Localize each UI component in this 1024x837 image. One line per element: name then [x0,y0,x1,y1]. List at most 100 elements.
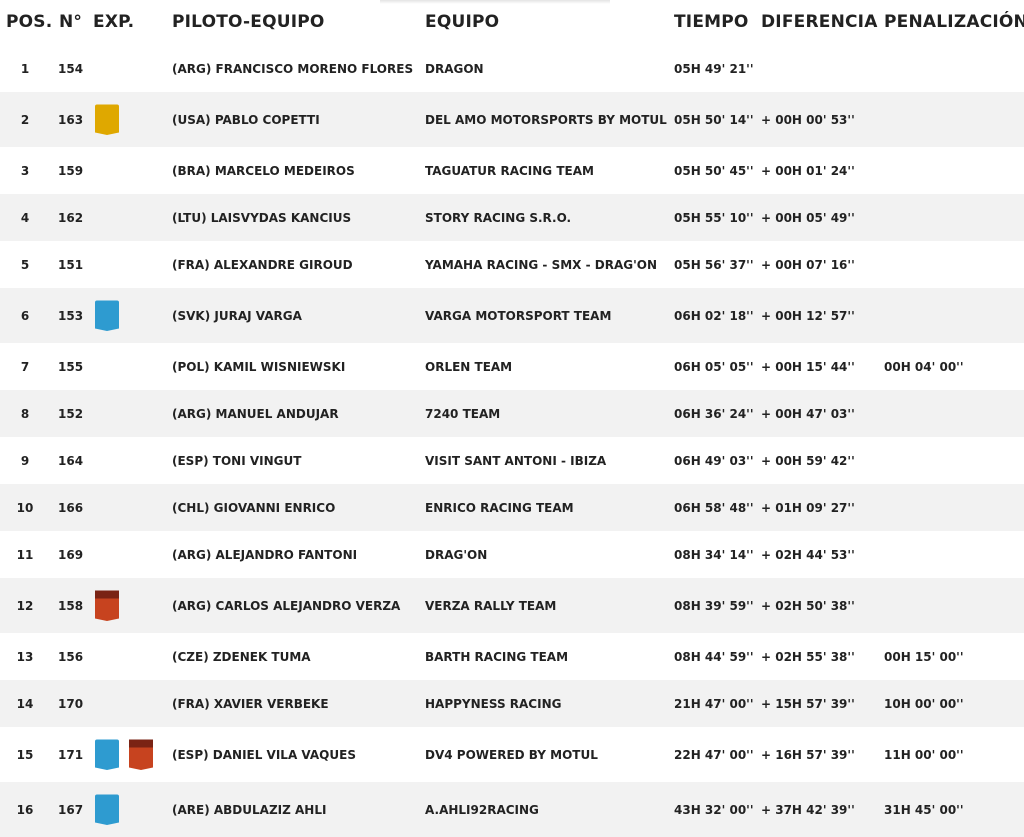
header-pos: POS. [6,12,53,32]
cell-equipo: HAPPYNESS RACING [425,696,562,711]
header-tiempo: TIEMPO [674,12,749,32]
blue-badge-icon [95,794,119,825]
cell-piloto: (FRA) ALEXANDRE GIROUD [172,257,353,272]
cell-pos: 6 [20,308,30,323]
cell-num: 171 [58,747,84,762]
cell-diferencia: + 02H 55' 38'' [761,649,855,664]
cell-diferencia: + 00H 05' 49'' [761,210,855,225]
table-row[interactable]: 6 153 (SVK) JURAJ VARGA VARGA MOTORSPORT TE… [0,288,1024,343]
cell-equipo: DRAG'ON [425,547,488,562]
cell-penalizacion: 10H 00' 00'' [884,696,964,711]
cell-num: 153 [58,308,84,323]
cell-pos: 16 [16,802,34,817]
cell-num: 167 [58,802,84,817]
table-row[interactable]: 7 155 (POL) KAMIL WISNIEWSKI ORLEN TEAM 06H … [0,343,1024,390]
cell-pos: 3 [20,163,30,178]
cell-pos: 13 [16,649,34,664]
table-row[interactable]: 9 164 (ESP) TONI VINGUT VISIT SANT ANTONI -… [0,437,1024,484]
cell-tiempo: 08H 34' 14'' [674,547,754,562]
cell-diferencia: + 02H 50' 38'' [761,598,855,613]
cell-piloto: (ARG) ALEJANDRO FANTONI [172,547,358,562]
cell-diferencia: + 37H 42' 39'' [761,802,855,817]
table-row[interactable]: 15 171 (ESP) DANIEL VILA VAQUES DV4 POWERED… [0,727,1024,782]
blue-badge-icon [95,739,119,770]
cell-num: 154 [58,61,84,76]
cell-pos: 2 [20,112,30,127]
cell-piloto: (FRA) XAVIER VERBEKE [172,696,329,711]
cell-tiempo: 43H 32' 00'' [674,802,754,817]
cell-pos: 1 [20,61,30,76]
cell-equipo: VERZA RALLY TEAM [425,598,557,613]
table-row[interactable]: 2 163 (USA) PABLO COPETTI DEL AMO MOTORSPOR… [0,92,1024,147]
header-diferencia: DIFERENCIA [761,12,878,32]
cell-diferencia: + 00H 01' 24'' [761,163,855,178]
cell-tiempo: 08H 39' 59'' [674,598,754,613]
cell-equipo: DEL AMO MOTORSPORTS BY MOTUL [425,112,667,127]
cell-diferencia: + 00H 07' 16'' [761,257,855,272]
cell-piloto: (BRA) MARCELO MEDEIROS [172,163,355,178]
table-row[interactable]: 5 151 (FRA) ALEXANDRE GIROUD YAMAHA RACING … [0,241,1024,288]
cell-equipo: STORY RACING S.R.O. [425,210,572,225]
table-row[interactable]: 10 166 (CHL) GIOVANNI ENRICO ENRICO RACING … [0,484,1024,531]
cell-tiempo: 08H 44' 59'' [674,649,754,664]
cell-num: 155 [58,359,84,374]
cell-penalizacion: 00H 04' 00'' [884,359,964,374]
cell-pos: 8 [20,406,30,421]
table-row[interactable]: 3 159 (BRA) MARCELO MEDEIROS TAGUATUR RACIN… [0,147,1024,194]
red-badge-icon [129,739,153,770]
cell-diferencia: + 15H 57' 39'' [761,696,855,711]
table-row[interactable]: 16 167 (ARE) ABDULAZIZ AHLI A.AHLI92RACING 4… [0,782,1024,837]
cell-pos: 10 [16,500,34,515]
cell-equipo: 7240 TEAM [425,406,501,421]
cell-piloto: (POL) KAMIL WISNIEWSKI [172,359,346,374]
cell-pos: 7 [20,359,30,374]
cell-piloto: (ARG) FRANCISCO MORENO FLORES [172,61,414,76]
cell-tiempo: 22H 47' 00'' [674,747,754,762]
blue-badge-icon [95,300,119,331]
exp-badges [95,104,119,135]
cell-piloto: (LTU) LAISVYDAS KANCIUS [172,210,352,225]
cell-equipo: BARTH RACING TEAM [425,649,569,664]
cell-num: 164 [58,453,84,468]
cell-diferencia: + 00H 15' 44'' [761,359,855,374]
cell-tiempo: 06H 58' 48'' [674,500,754,515]
table-row[interactable]: 11 169 (ARG) ALEJANDRO FANTONI DRAG'ON 08H 3… [0,531,1024,578]
red-badge-icon [95,590,119,621]
cell-tiempo: 21H 47' 00'' [674,696,754,711]
cell-piloto: (USA) PABLO COPETTI [172,112,320,127]
cell-diferencia: + 00H 12' 57'' [761,308,855,323]
cell-penalizacion: 11H 00' 00'' [884,747,964,762]
table-row[interactable]: 12 158 (ARG) CARLOS ALEJANDRO VERZA VERZA R… [0,578,1024,633]
table-header: POS. N° EXP. PILOTO-EQUIPO EQUIPO TIEMPO… [0,0,1024,45]
cell-diferencia: + 00H 47' 03'' [761,406,855,421]
table-row[interactable]: 13 156 (CZE) ZDENEK TUMA BARTH RACING TEAM 0… [0,633,1024,680]
cell-diferencia: + 16H 57' 39'' [761,747,855,762]
cell-pos: 14 [16,696,34,711]
table-row[interactable]: 14 170 (FRA) XAVIER VERBEKE HAPPYNESS RACIN… [0,680,1024,727]
cell-num: 159 [58,163,84,178]
table-row[interactable]: 1 154 (ARG) FRANCISCO MORENO FLORES DRAGON 0… [0,45,1024,92]
cell-num: 152 [58,406,84,421]
cell-tiempo: 05H 50' 45'' [674,163,754,178]
cell-num: 156 [58,649,84,664]
cell-tiempo: 06H 36' 24'' [674,406,754,421]
cell-num: 162 [58,210,84,225]
cell-tiempo: 06H 05' 05'' [674,359,754,374]
cell-tiempo: 05H 55' 10'' [674,210,754,225]
cell-diferencia: + 00H 59' 42'' [761,453,855,468]
cell-tiempo: 05H 50' 14'' [674,112,754,127]
cell-penalizacion: 00H 15' 00'' [884,649,964,664]
cell-tiempo: 06H 49' 03'' [674,453,754,468]
exp-badges [95,590,119,621]
cell-equipo: VARGA MOTORSPORT TEAM [425,308,612,323]
cell-equipo: TAGUATUR RACING TEAM [425,163,594,178]
cell-pos: 9 [20,453,30,468]
header-piloto: PILOTO-EQUIPO [172,12,325,32]
cell-diferencia: + 01H 09' 27'' [761,500,855,515]
gold-badge-icon [95,104,119,135]
table-row[interactable]: 8 152 (ARG) MANUEL ANDUJAR 7240 TEAM 06H 36'… [0,390,1024,437]
table-row[interactable]: 4 162 (LTU) LAISVYDAS KANCIUS STORY RACING … [0,194,1024,241]
cell-num: 170 [58,696,84,711]
top-shadow [380,0,610,4]
cell-penalizacion: 31H 45' 00'' [884,802,964,817]
